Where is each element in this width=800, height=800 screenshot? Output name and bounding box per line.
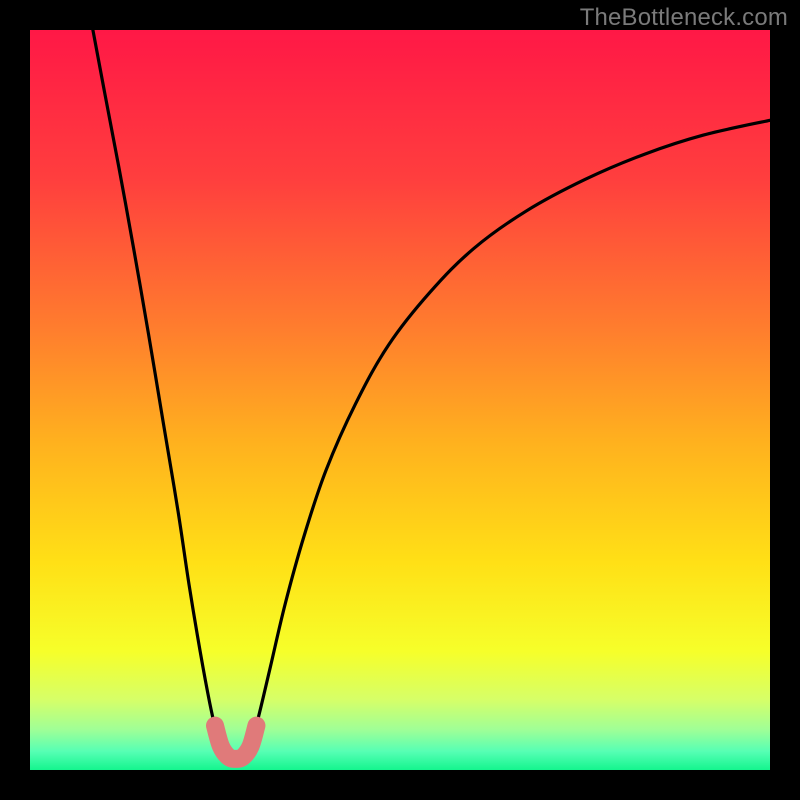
chart-svg xyxy=(0,0,800,800)
plot-background xyxy=(30,30,770,770)
watermark-label: TheBottleneck.com xyxy=(580,4,788,32)
chart-stage: TheBottleneck.com xyxy=(0,0,800,800)
